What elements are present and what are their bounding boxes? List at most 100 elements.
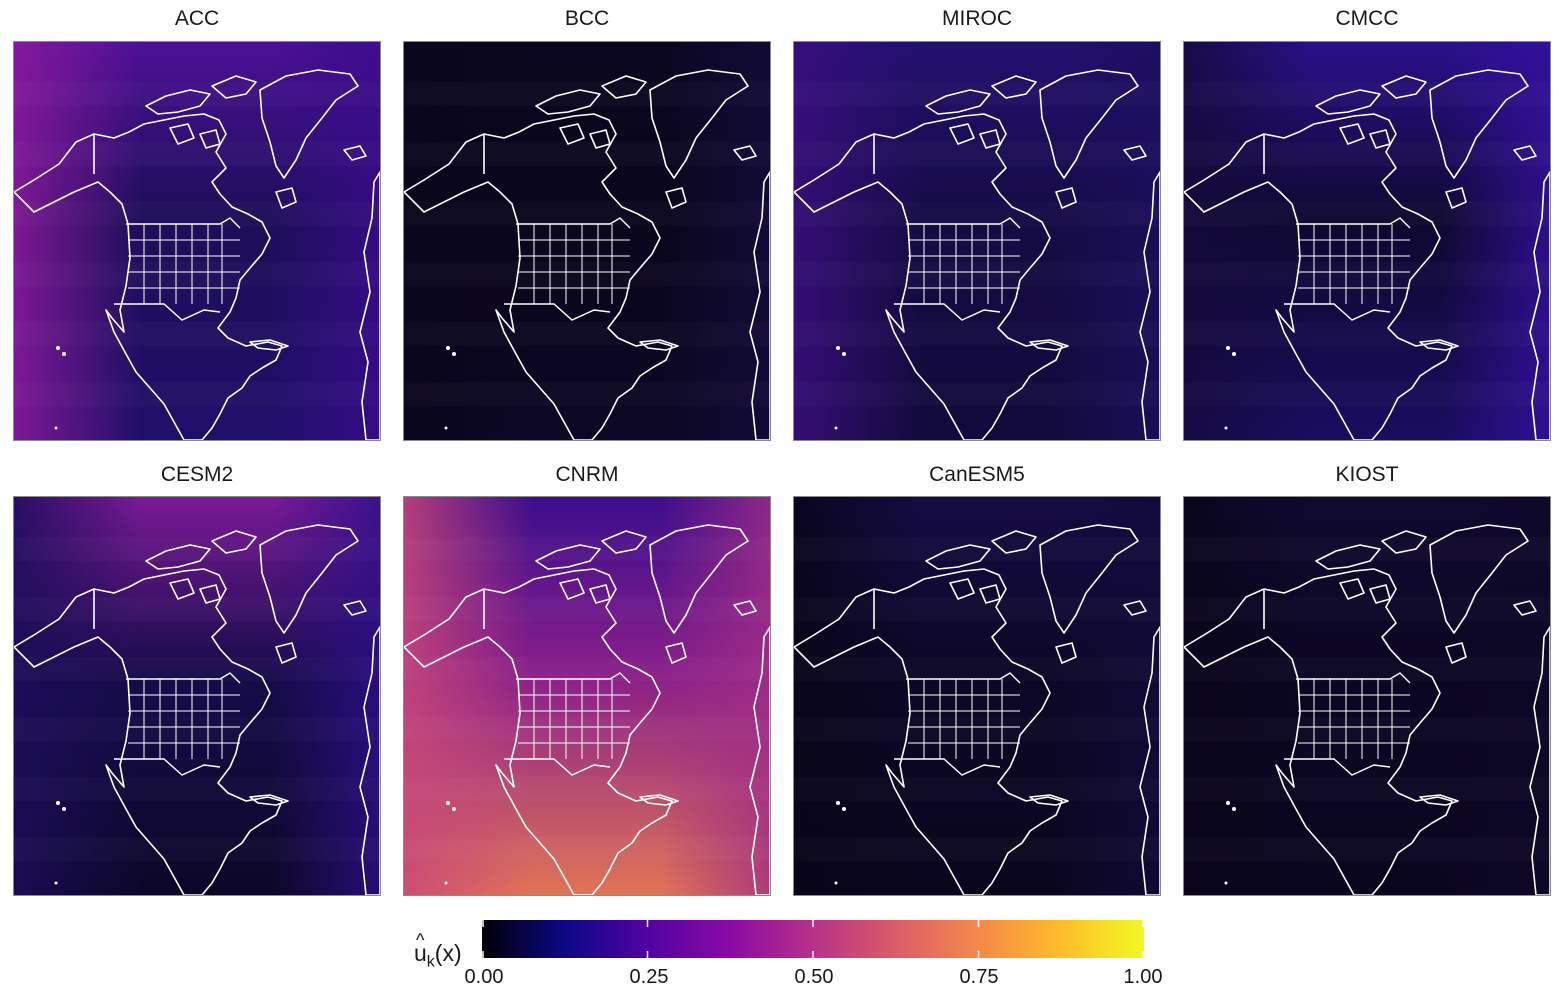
coastline xyxy=(601,75,647,99)
us-mexico-border xyxy=(894,303,1001,321)
coastline xyxy=(199,129,221,149)
field-band xyxy=(14,717,380,741)
us-mexico-border xyxy=(114,758,221,776)
coastline xyxy=(275,187,297,209)
coastline xyxy=(1029,339,1069,351)
coastline xyxy=(145,544,211,570)
map-svg xyxy=(404,42,770,440)
field-band xyxy=(404,537,770,561)
coastline xyxy=(1381,75,1427,99)
coastline xyxy=(1513,145,1537,161)
coastline xyxy=(199,584,221,604)
legend-label: ^ uk(x) xyxy=(414,930,462,976)
island xyxy=(1232,807,1236,811)
field-band xyxy=(14,262,380,286)
coastline xyxy=(1055,187,1077,209)
coastline xyxy=(1029,794,1069,806)
field-band xyxy=(404,382,770,406)
us-canada-border xyxy=(126,217,241,229)
coastline xyxy=(925,544,991,570)
colorbar-tick-label: 0.00 xyxy=(464,966,504,988)
island xyxy=(836,346,840,350)
panel-title: CESM2 xyxy=(160,463,234,486)
field-band xyxy=(1184,82,1550,106)
island xyxy=(446,346,450,350)
coastline xyxy=(1055,642,1077,664)
coastline xyxy=(1369,584,1391,604)
colorbar-tick-label: 0.75 xyxy=(959,966,999,988)
map-svg xyxy=(14,497,380,895)
state-borders xyxy=(1298,224,1410,304)
coastline-outlines xyxy=(14,524,380,895)
coastline xyxy=(949,578,975,600)
coastline xyxy=(794,568,1063,895)
coastline xyxy=(535,89,601,115)
coastline xyxy=(259,524,359,634)
field-overlay xyxy=(1184,497,1550,895)
colorbar xyxy=(482,920,1144,958)
panel-title: CMCC xyxy=(1335,7,1399,30)
panel-title: CNRM xyxy=(555,463,619,486)
field-band xyxy=(1184,322,1550,346)
island xyxy=(444,881,448,885)
coastline xyxy=(1529,171,1550,440)
field-band xyxy=(14,777,380,801)
map-frame xyxy=(793,41,1161,441)
coastline xyxy=(343,145,367,161)
coastline xyxy=(649,69,749,179)
coastline xyxy=(1381,530,1427,554)
field-band xyxy=(404,777,770,801)
legend-argument: (x) xyxy=(434,940,462,966)
field-overlay xyxy=(14,42,380,440)
island xyxy=(1226,801,1230,805)
coastline-outlines xyxy=(1184,524,1550,895)
us-mexico-border xyxy=(504,758,611,776)
panel-title: ACC xyxy=(174,7,220,30)
field-band xyxy=(404,717,770,741)
state-borders xyxy=(908,679,1020,759)
coastline xyxy=(1339,123,1365,145)
map-svg xyxy=(14,42,380,440)
field-band xyxy=(1184,262,1550,286)
field-overlay xyxy=(404,42,770,440)
us-canada-border xyxy=(906,672,1021,684)
legend-subscript: k xyxy=(426,953,435,971)
map-frame xyxy=(13,41,381,441)
island xyxy=(842,352,846,356)
field-band xyxy=(1184,597,1550,621)
field-band xyxy=(14,597,380,621)
state-borders xyxy=(128,224,240,304)
field-band xyxy=(14,657,380,681)
island xyxy=(834,426,838,430)
us-canada-border xyxy=(906,217,1021,229)
field-band xyxy=(794,82,1160,106)
field-band xyxy=(404,597,770,621)
map-panel-cesm2: CESM2 xyxy=(13,456,381,896)
coastline xyxy=(925,89,991,115)
field-band xyxy=(14,202,380,226)
coastline xyxy=(733,600,757,616)
field-band xyxy=(794,142,1160,166)
field-band xyxy=(794,537,1160,561)
coastline xyxy=(14,568,283,895)
island xyxy=(1226,346,1230,350)
island xyxy=(842,807,846,811)
field-band xyxy=(404,322,770,346)
field-band xyxy=(14,322,380,346)
map-panel-bcc: BCC xyxy=(403,0,771,441)
field-band xyxy=(404,202,770,226)
map-panel-miroc: MIROC xyxy=(793,0,1161,441)
map-frame xyxy=(793,496,1161,896)
island xyxy=(54,426,58,430)
coastline xyxy=(991,75,1037,99)
coastline-outlines xyxy=(14,69,380,440)
coastline xyxy=(665,642,687,664)
us-canada-border xyxy=(1296,217,1411,229)
coastline xyxy=(1139,171,1160,440)
coastline xyxy=(343,600,367,616)
panel-title: KIOST xyxy=(1335,463,1399,486)
island xyxy=(444,426,448,430)
field-band xyxy=(14,142,380,166)
coastline xyxy=(1123,600,1147,616)
coastline xyxy=(1339,578,1365,600)
